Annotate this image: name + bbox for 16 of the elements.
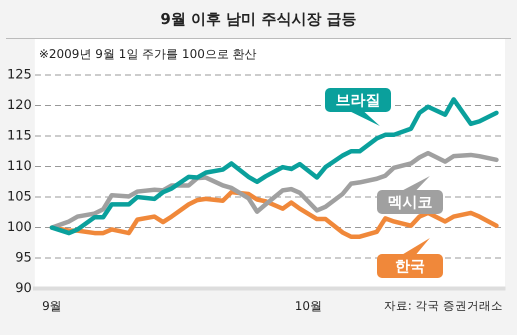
y-tick-label: 110	[6, 158, 32, 174]
x-tick-label: 10월	[294, 298, 322, 313]
y-tick-label: 105	[6, 189, 32, 204]
y-tick-label: 95	[15, 250, 32, 266]
y-tick-label: 115	[6, 128, 32, 144]
series-label: 브라질	[325, 88, 391, 112]
chart-title: 9월 이후 남미 주식시장 급등	[6, 0, 511, 39]
y-tick-label: 90	[15, 280, 32, 296]
legend-label: 멕시코	[377, 190, 443, 214]
legend-label: 한국	[377, 254, 443, 278]
text: 자료: 각국 증권거래소	[384, 298, 503, 313]
y-tick-label: 100	[6, 220, 32, 235]
x-tick-label: 9월	[42, 298, 62, 313]
y-tick-label: 120	[6, 98, 32, 113]
chart-subtitle: ※2009년 9월 1일 주가를 100으로 환산	[38, 47, 257, 62]
y-tick-label: 125	[6, 67, 32, 82]
